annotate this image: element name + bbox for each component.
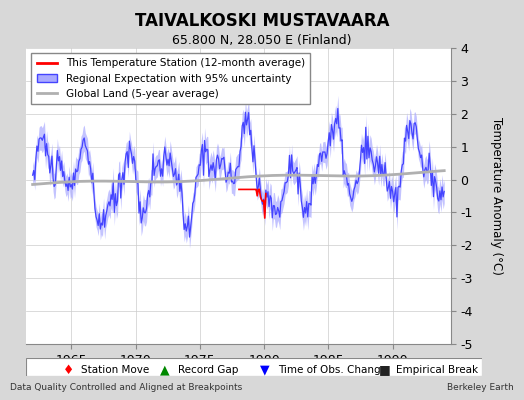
- Text: TAIVALKOSKI MUSTAVAARA: TAIVALKOSKI MUSTAVAARA: [135, 12, 389, 30]
- Text: Data Quality Controlled and Aligned at Breakpoints: Data Quality Controlled and Aligned at B…: [10, 383, 243, 392]
- Y-axis label: Temperature Anomaly (°C): Temperature Anomaly (°C): [489, 117, 503, 275]
- Text: ▼: ▼: [260, 364, 269, 376]
- Text: Empirical Break: Empirical Break: [396, 365, 478, 375]
- Text: ▲: ▲: [160, 364, 170, 376]
- Legend: This Temperature Station (12-month average), Regional Expectation with 95% uncer: This Temperature Station (12-month avera…: [31, 53, 310, 104]
- Text: Time of Obs. Change: Time of Obs. Change: [278, 365, 387, 375]
- Text: ■: ■: [379, 364, 391, 376]
- Text: 65.800 N, 28.050 E (Finland): 65.800 N, 28.050 E (Finland): [172, 34, 352, 47]
- Text: Record Gap: Record Gap: [178, 365, 238, 375]
- Text: Station Move: Station Move: [81, 365, 149, 375]
- Text: Berkeley Earth: Berkeley Earth: [447, 383, 514, 392]
- Text: ♦: ♦: [62, 364, 74, 376]
- FancyBboxPatch shape: [26, 358, 482, 376]
